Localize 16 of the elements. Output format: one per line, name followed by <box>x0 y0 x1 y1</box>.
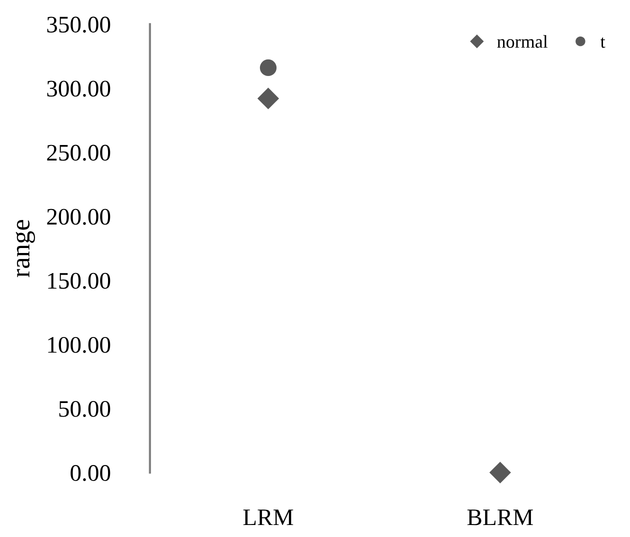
y-tick-label: 350.00 <box>47 16 110 33</box>
legend-label: t <box>600 37 606 48</box>
y-tick-label: 300.00 <box>47 80 110 97</box>
x-tick-label: LRM <box>243 510 294 526</box>
y-tick-label: 50.00 <box>59 400 110 418</box>
y-tick-label: 0.00 <box>70 465 110 482</box>
y-tick-label: 250.00 <box>47 144 110 161</box>
y-tick-label: 150.00 <box>48 272 110 289</box>
y-axis-title: range <box>16 220 36 278</box>
y-tick-label: 100.00 <box>48 336 110 353</box>
point <box>260 59 277 76</box>
x-tick-label: BLRM <box>467 510 533 526</box>
legend-label: normal <box>497 35 548 48</box>
y-tick-label: 200.00 <box>47 208 110 225</box>
point <box>489 462 511 484</box>
point <box>257 88 280 110</box>
